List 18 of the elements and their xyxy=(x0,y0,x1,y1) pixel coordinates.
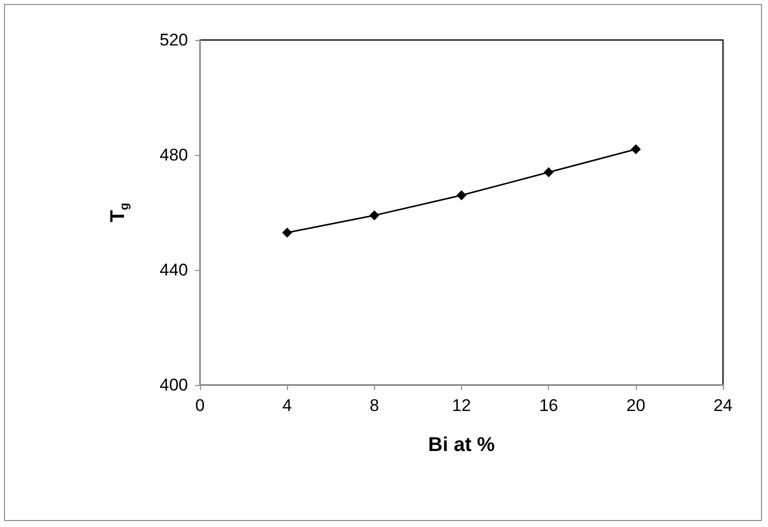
x-tick-label: 4 xyxy=(282,396,292,415)
point xyxy=(544,167,554,178)
y-tick-label: 440 xyxy=(160,260,188,280)
point xyxy=(456,190,466,200)
y-tick-label: 400 xyxy=(160,376,188,394)
x-tick-label: 20 xyxy=(626,396,646,415)
point xyxy=(282,228,292,238)
x-tick-label: 0 xyxy=(195,396,205,415)
x-tick-label: 8 xyxy=(370,396,380,415)
y-tick-label: 520 xyxy=(160,30,188,50)
point xyxy=(369,210,380,220)
y-axis-title: Tg xyxy=(107,202,131,222)
x-axis-title: Bi at % xyxy=(428,434,496,456)
x-tick-label: 16 xyxy=(539,396,558,415)
x-tick-label: 12 xyxy=(452,396,471,415)
y-tick-label: 480 xyxy=(160,146,188,164)
x-tick-label: 24 xyxy=(714,396,732,415)
point xyxy=(630,144,641,154)
